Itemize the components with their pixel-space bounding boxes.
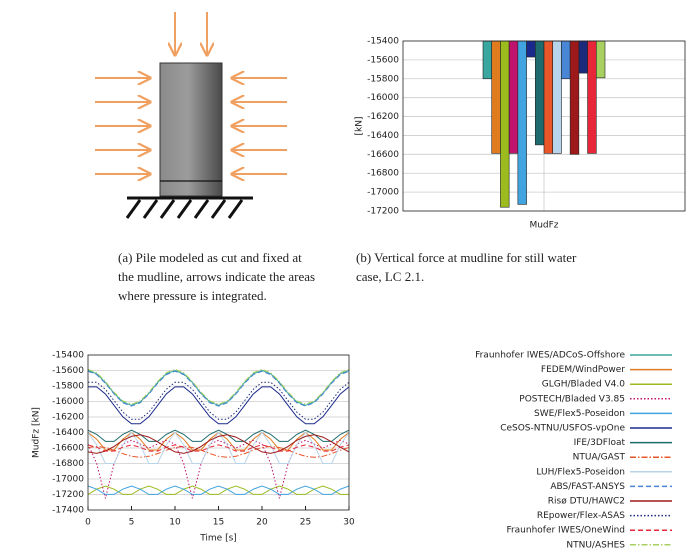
x-tick-label: 30: [343, 518, 355, 528]
y-tick-label: -15400: [367, 37, 399, 47]
y-tick-label: -16000: [52, 397, 84, 407]
caption: (b) Vertical force at mudline for still …: [356, 250, 577, 265]
bar: [517, 40, 527, 205]
series-line: [87, 369, 350, 406]
legend-label: NTUA/GAST: [573, 453, 626, 463]
bar: [508, 40, 519, 154]
legend-label: Fraunhofer IWES/OneWind: [506, 526, 625, 536]
y-tick-label: -17400: [52, 506, 84, 516]
bar: [552, 40, 562, 154]
y-axis-label: [kN]: [355, 117, 365, 136]
x-tick-label: 15: [213, 518, 224, 528]
legend-label: IFE/3DFloat: [574, 438, 626, 448]
x-axis-label: Time [s]: [199, 534, 237, 544]
x-tick-label: MudFz: [529, 221, 558, 231]
plot-frame: [402, 40, 686, 212]
y-tick-label: -15800: [52, 382, 84, 392]
legend-label: Risø DTU/HAWC2: [548, 497, 625, 507]
y-tick-label: -16800: [52, 459, 84, 469]
legend-label: GLGH/Bladed V4.0: [542, 380, 626, 390]
caption: the mudline, arrows indicate the areas: [118, 269, 315, 284]
legend-label: REpower/Flex-ASAS: [537, 511, 625, 521]
series-line: [87, 431, 350, 464]
plot-frame: [87, 354, 350, 511]
series-line: [87, 368, 350, 405]
x-tick-label: 25: [300, 518, 311, 528]
legend-label: Fraunhofer IWES/ADCoS-Offshore: [475, 351, 625, 361]
bar: [595, 40, 606, 79]
x-tick-label: 0: [85, 518, 91, 528]
y-tick-label: -17200: [52, 490, 84, 500]
series-line: [88, 381, 350, 420]
y-tick-label: -17200: [367, 207, 399, 217]
y-tick-label: -15400: [52, 351, 84, 361]
y-tick-label: -16200: [367, 112, 399, 122]
legend-label: NTNU/ASHES: [566, 540, 625, 550]
bar: [543, 40, 554, 154]
series-line: [87, 444, 350, 452]
y-tick-label: -15600: [52, 366, 84, 376]
caption: where pressure is integrated.: [118, 288, 267, 303]
y-tick-label: -15600: [367, 55, 399, 65]
legend-label: SWE/Flex5-Poseidon: [534, 409, 625, 419]
bar: [578, 40, 588, 74]
caption: case, LC 2.1.: [356, 269, 424, 284]
y-tick-label: -17000: [367, 188, 399, 198]
series-line: [87, 485, 350, 495]
y-tick-label: -16200: [52, 413, 84, 423]
caption: (a) Pile modeled as cut and fixed at: [118, 250, 302, 265]
legend-label: FEDEM/WindPower: [541, 365, 625, 375]
y-tick-label: -16400: [367, 131, 399, 141]
legend-label: POSTECH/Bladed V3.85: [519, 394, 625, 404]
y-tick-label: -16000: [367, 93, 399, 103]
series-line: [88, 386, 350, 425]
bar: [500, 40, 510, 208]
y-tick-label: -17000: [52, 475, 84, 485]
y-tick-label: -16400: [52, 428, 84, 438]
x-tick-label: 20: [256, 518, 268, 528]
series-line: [87, 434, 350, 454]
bar: [587, 40, 597, 154]
pile-diagram: [95, 12, 287, 219]
series-line: [87, 445, 350, 458]
y-axis-label: MudFz [kN]: [32, 407, 42, 458]
y-tick-label: -16800: [367, 169, 399, 179]
bar: [569, 40, 580, 155]
series-line: [87, 439, 350, 499]
y-tick-label: -16600: [52, 444, 84, 454]
y-tick-label: -15800: [367, 74, 399, 84]
x-tick-label: 5: [129, 518, 135, 528]
bar: [491, 40, 501, 154]
legend-label: ABS/FAST-ANSYS: [550, 482, 625, 492]
legend-label: CeSOS-NTNU/USFOS-vpOne: [500, 424, 625, 434]
y-tick-label: -16600: [367, 150, 399, 160]
bar: [482, 40, 493, 80]
bar: [534, 40, 545, 146]
legend-label: LUH/Flex5-Poseidon: [536, 467, 625, 477]
x-tick-label: 10: [169, 518, 181, 528]
series-line: [87, 485, 349, 495]
series-line: [87, 429, 350, 442]
bar: [526, 40, 536, 58]
series-line: [87, 370, 350, 407]
bar: [561, 40, 571, 80]
